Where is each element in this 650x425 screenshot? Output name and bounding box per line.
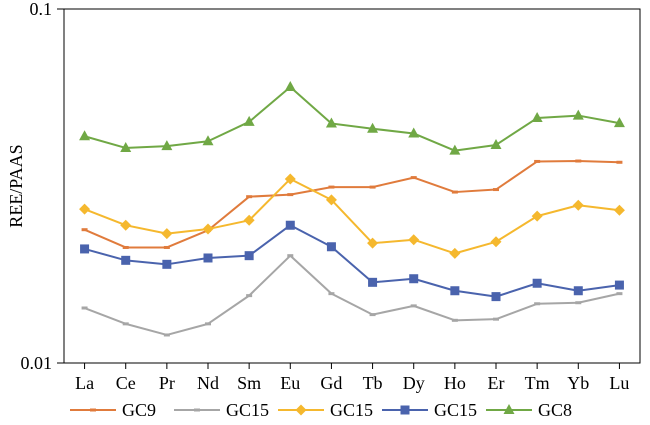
- legend-item-4: GC15: [382, 400, 477, 420]
- data-point-lu: [613, 204, 625, 216]
- legend-label: GC15: [434, 400, 477, 420]
- data-point-yb: [573, 286, 583, 296]
- data-point-nd: [202, 135, 214, 146]
- series-line: [84, 177, 620, 255]
- y-tick-label-max: 0.1: [30, 0, 53, 19]
- data-point-gd: [325, 117, 337, 128]
- data-point-dy: [408, 127, 420, 138]
- series-1-gc9: [81, 159, 623, 249]
- plot-frame: [63, 8, 641, 364]
- data-point-tb: [367, 237, 379, 249]
- data-point-eu: [284, 173, 296, 185]
- data-point-er: [491, 292, 501, 302]
- legend-item-3: GC15: [278, 400, 373, 420]
- data-point-tb: [367, 122, 379, 133]
- data-point-ho: [449, 144, 461, 155]
- x-tick-label-eu: Eu: [280, 373, 300, 393]
- data-point-dy: [409, 274, 419, 284]
- data-point-nd: [203, 253, 213, 263]
- data-point-lu: [614, 280, 624, 290]
- series-4-gc15: [80, 220, 624, 302]
- legend-item-2: GC15: [174, 400, 269, 420]
- x-tick-label-ho: Ho: [444, 373, 466, 393]
- series-3-gc15: [79, 173, 625, 259]
- data-point-la: [79, 203, 91, 215]
- x-tick-label-yb: Yb: [567, 373, 589, 393]
- data-point-sm: [244, 251, 254, 261]
- legend-label: GC8: [538, 400, 572, 420]
- x-tick-label-nd: Nd: [197, 373, 219, 393]
- x-tick-label-er: Er: [488, 373, 505, 393]
- legend-marker: [503, 404, 515, 414]
- x-tick-label-tm: Tm: [525, 373, 550, 393]
- series-line: [84, 160, 620, 249]
- data-point-lu: [613, 117, 625, 128]
- legend-label: GC15: [330, 400, 373, 420]
- series-line: [84, 224, 620, 298]
- x-tick-label-pr: Pr: [159, 373, 175, 393]
- data-point-ho: [449, 247, 461, 259]
- data-point-ho: [450, 286, 460, 296]
- data-point-pr: [162, 259, 172, 269]
- data-point-yb: [572, 199, 584, 211]
- x-tick-label-la: La: [75, 373, 94, 393]
- x-tick-label-dy: Dy: [403, 373, 425, 393]
- data-point-tm: [531, 210, 543, 222]
- legend-marker: [295, 404, 307, 416]
- data-point-ce: [120, 141, 132, 152]
- y-tick-label-min: 0.01: [21, 353, 53, 373]
- data-point-ce: [120, 219, 132, 231]
- x-tick-label-tb: Tb: [363, 373, 383, 393]
- series-5-gc8: [79, 81, 625, 155]
- legend-label: GC9: [122, 400, 156, 420]
- data-point-ce: [121, 255, 131, 265]
- legend-item-1: GC9: [70, 400, 156, 420]
- series-line: [84, 86, 620, 152]
- data-point-pr: [161, 140, 173, 151]
- data-point-tm: [531, 112, 543, 123]
- data-point-la: [80, 244, 90, 254]
- data-point-tm: [532, 278, 542, 288]
- legend-marker: [400, 405, 410, 415]
- data-point-pr: [161, 228, 173, 240]
- data-point-eu: [285, 220, 295, 230]
- data-point-yb: [572, 109, 584, 120]
- data-point-eu: [284, 81, 296, 92]
- data-point-er: [490, 236, 502, 248]
- x-tick-label-ce: Ce: [116, 373, 136, 393]
- x-tick-label-lu: Lu: [609, 373, 629, 393]
- data-point-gd: [326, 242, 336, 252]
- data-point-sm: [243, 115, 255, 126]
- series-line: [84, 254, 620, 336]
- legend-label: GC15: [226, 400, 269, 420]
- data-point-nd: [202, 223, 214, 235]
- y-axis-title: REE/PAAS: [6, 144, 26, 227]
- legend-item-5: GC8: [486, 400, 572, 420]
- series-2-gc15: [81, 254, 623, 337]
- data-point-gd: [325, 194, 337, 206]
- x-tick-label-gd: Gd: [320, 373, 342, 393]
- data-point-sm: [243, 214, 255, 226]
- data-point-dy: [408, 234, 420, 246]
- data-point-la: [79, 130, 91, 141]
- data-point-er: [490, 138, 502, 149]
- data-point-tb: [368, 277, 378, 287]
- x-tick-label-sm: Sm: [237, 373, 261, 393]
